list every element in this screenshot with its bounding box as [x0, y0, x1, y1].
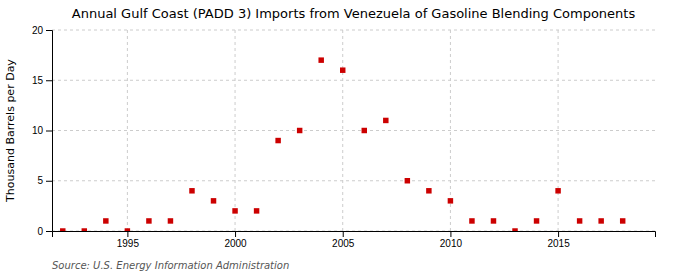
- tick-mark: [46, 80, 52, 81]
- grid-line: [127, 30, 128, 231]
- tick-label: 2000: [224, 238, 247, 249]
- tick: 1995: [117, 231, 140, 249]
- point: [318, 57, 323, 62]
- x-axis: 1995 2000 2005 2010 2015: [53, 231, 656, 249]
- grid-line: [52, 180, 655, 181]
- point: [577, 218, 582, 223]
- tick: 15: [32, 75, 52, 86]
- point: [448, 198, 453, 203]
- chart: 1995 2000 2005 2010 2015 0 5 10 15 20 Annual Gulf …: [0, 0, 675, 275]
- plot: 1995 2000 2005 2010 2015 0 5 10 15 20: [32, 25, 656, 249]
- point: [534, 218, 539, 223]
- points: [60, 57, 625, 231]
- tick-label: 5: [37, 175, 43, 186]
- grid: [52, 30, 655, 231]
- point: [340, 67, 345, 72]
- tick: 2010: [440, 231, 463, 249]
- tick: 2005: [332, 231, 355, 249]
- point: [189, 188, 194, 193]
- axis-line: [46, 31, 53, 232]
- tick: 20: [32, 25, 52, 36]
- y-axis: 0 5 10 15 20: [32, 25, 53, 237]
- tick-mark: [127, 231, 128, 237]
- source: Source: U.S. Energy Information Administ…: [52, 260, 289, 271]
- tick-mark: [558, 231, 559, 237]
- tick-label: 20: [32, 25, 44, 36]
- tick: 2000: [224, 231, 247, 249]
- point: [168, 218, 173, 223]
- point: [362, 128, 367, 133]
- point: [469, 218, 474, 223]
- tick-mark: [343, 231, 344, 237]
- point: [598, 218, 603, 223]
- point: [383, 118, 388, 123]
- grid-line: [558, 30, 559, 231]
- point: [405, 178, 410, 183]
- point: [275, 138, 280, 143]
- tick-label: 0: [37, 226, 43, 237]
- grid-line: [235, 30, 236, 231]
- point: [232, 208, 237, 213]
- tick: 0: [37, 226, 52, 237]
- tick-mark: [46, 231, 52, 232]
- point: [491, 218, 496, 223]
- tick: 5: [37, 175, 52, 186]
- tick-mark: [46, 131, 52, 132]
- grid-line: [342, 30, 343, 231]
- tick: 10: [32, 125, 52, 136]
- grid-line: [52, 130, 655, 131]
- tick-mark: [46, 181, 52, 182]
- point: [512, 228, 517, 231]
- tick-label: 10: [32, 125, 44, 136]
- tick: 2015: [547, 231, 570, 249]
- point: [125, 228, 130, 231]
- point: [211, 198, 216, 203]
- point: [426, 188, 431, 193]
- title: Annual Gulf Coast (PADD 3) Imports from …: [72, 6, 636, 21]
- tick-label: 2005: [332, 238, 355, 249]
- tick-label: 2015: [547, 238, 570, 249]
- tick-mark: [235, 231, 236, 237]
- point: [146, 218, 151, 223]
- tick-mark: [46, 30, 52, 31]
- point: [620, 218, 625, 223]
- grid-line: [52, 80, 655, 81]
- axis-line: [53, 232, 656, 238]
- point: [254, 208, 259, 213]
- point: [60, 228, 65, 231]
- y-label: Thousand Barrels per Day: [4, 59, 17, 203]
- tick-label: 15: [32, 75, 44, 86]
- grid-line: [52, 30, 655, 31]
- point: [82, 228, 87, 231]
- point: [555, 188, 560, 193]
- tick-label: 1995: [117, 238, 140, 249]
- tick-label: 2010: [440, 238, 463, 249]
- point: [103, 218, 108, 223]
- point: [297, 128, 302, 133]
- tick-mark: [450, 231, 451, 237]
